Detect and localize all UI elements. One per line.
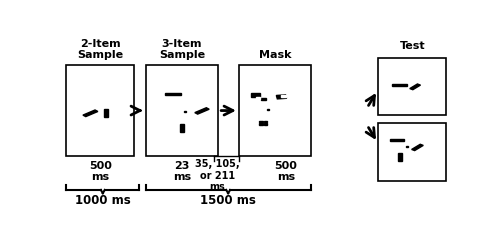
Text: 1000 ms: 1000 ms: [75, 194, 130, 207]
Polygon shape: [281, 95, 285, 97]
Text: 23
ms: 23 ms: [173, 161, 191, 182]
Polygon shape: [264, 121, 268, 122]
Polygon shape: [398, 153, 402, 161]
Text: 500
ms: 500 ms: [274, 161, 297, 182]
Bar: [239, 65, 310, 156]
Text: 1500 ms: 1500 ms: [200, 194, 256, 207]
Polygon shape: [410, 84, 420, 90]
Polygon shape: [390, 139, 404, 141]
Text: 2-Item
Sample: 2-Item Sample: [78, 39, 124, 60]
Bar: [378, 123, 446, 181]
Text: Test: Test: [400, 41, 425, 51]
Polygon shape: [259, 123, 263, 124]
Polygon shape: [267, 109, 269, 110]
Bar: [378, 58, 446, 115]
Text: 3-Item
Sample: 3-Item Sample: [159, 39, 205, 60]
Polygon shape: [83, 110, 98, 117]
Polygon shape: [276, 95, 286, 99]
Text: 35, 105,
or 211
ms: 35, 105, or 211 ms: [195, 159, 240, 192]
Polygon shape: [256, 97, 260, 99]
Polygon shape: [260, 97, 266, 100]
Polygon shape: [104, 109, 108, 117]
Polygon shape: [251, 93, 260, 97]
Polygon shape: [165, 93, 180, 95]
Bar: [66, 65, 134, 156]
Polygon shape: [195, 108, 209, 114]
Polygon shape: [406, 146, 407, 147]
Polygon shape: [392, 84, 407, 86]
Text: Mask: Mask: [258, 50, 291, 60]
Polygon shape: [184, 111, 186, 112]
Polygon shape: [412, 144, 424, 150]
Polygon shape: [180, 123, 184, 132]
Bar: [146, 65, 218, 156]
Polygon shape: [259, 121, 263, 122]
Polygon shape: [264, 123, 268, 124]
Text: 500
ms: 500 ms: [89, 161, 112, 182]
